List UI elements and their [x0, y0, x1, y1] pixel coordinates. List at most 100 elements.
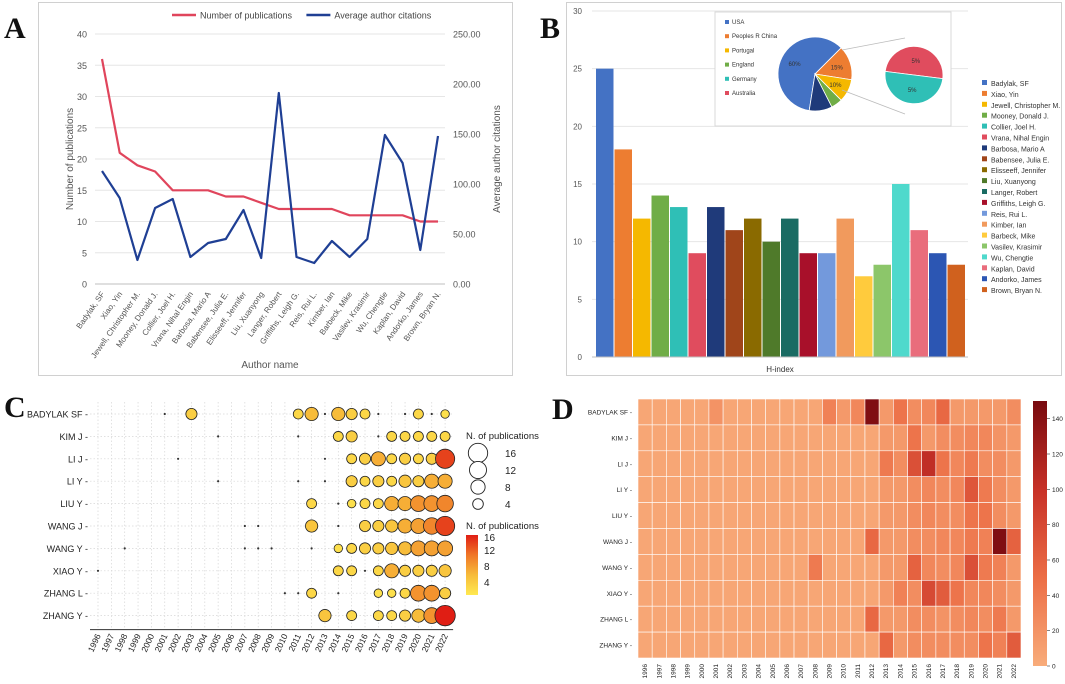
- heatmap-cell: [949, 424, 965, 452]
- col-label: 2004: [756, 664, 763, 679]
- pie-legend-label: Portugal: [732, 48, 754, 54]
- pie-legend-label: USA: [732, 20, 744, 26]
- heatmap-cell: [935, 502, 951, 529]
- bubble: [370, 451, 386, 467]
- bar-8: [725, 230, 743, 357]
- heatmap-cell: [666, 605, 681, 633]
- heatmap-cell: [807, 450, 823, 478]
- y2-axis-title: Average author citations: [492, 105, 503, 213]
- panel-label-a: A: [4, 12, 26, 45]
- y2-tick-label: 250.00: [453, 30, 481, 40]
- heatmap-cell: [736, 450, 752, 478]
- heatmap-cell: [751, 631, 766, 659]
- legend-swatch: [982, 167, 987, 173]
- heatmap-cell: [992, 605, 1008, 633]
- bubble: [440, 409, 450, 419]
- heatmap-cell: [666, 631, 681, 659]
- heatmap-cell: [708, 631, 724, 659]
- bubble: [257, 547, 260, 550]
- sub-pie-slice-1: [884, 45, 944, 80]
- row-label: ZHANG Y -: [599, 643, 632, 650]
- heatmap-cell: [637, 605, 653, 633]
- heatmap-cell: [736, 631, 752, 659]
- heatmap-cell: [736, 580, 752, 607]
- heatmap-cell: [878, 554, 894, 581]
- bubble: [377, 435, 380, 438]
- heatmap-cell: [807, 554, 823, 581]
- heatmap-cell: [637, 502, 653, 529]
- col-label: 2022: [1011, 664, 1018, 679]
- y-tick-label: 40: [77, 30, 87, 40]
- heatmap-cell: [978, 528, 993, 555]
- heatmap-cell: [694, 554, 710, 581]
- bubble: [425, 564, 438, 577]
- colorbar-label: 120: [1052, 452, 1063, 459]
- row-label: LI Y -: [67, 477, 88, 487]
- heatmap-cell: [807, 398, 823, 426]
- heatmap-cell: [666, 398, 681, 426]
- row-label: KIM J -: [611, 435, 632, 442]
- heatmap-cell: [1006, 424, 1022, 452]
- heatmap-cell: [694, 398, 710, 426]
- heatmap-cell: [751, 450, 766, 478]
- row-label: KIM J -: [60, 432, 89, 442]
- heatmap-cell: [1006, 398, 1022, 426]
- y-tick-label: 0: [82, 280, 87, 290]
- heatmap-cell: [878, 502, 894, 529]
- heatmap-cell: [651, 554, 667, 581]
- heatmap-cell: [893, 554, 908, 581]
- bar-10: [762, 241, 780, 357]
- colorbar-label: 80: [1052, 522, 1060, 529]
- heatmap-cell: [864, 580, 880, 607]
- bubble: [412, 564, 425, 577]
- bubble: [386, 453, 398, 465]
- bubble: [386, 475, 398, 487]
- bubble: [377, 412, 380, 416]
- heatmap-cell: [822, 528, 837, 555]
- bubble: [385, 519, 399, 533]
- y2-tick-label: 0.00: [453, 280, 471, 290]
- heatmap-cell: [722, 554, 738, 581]
- bubble: [310, 547, 313, 550]
- y-axis-title: Number of publications: [65, 108, 76, 210]
- heatmap-cell: [935, 528, 951, 555]
- heatmap-cell: [793, 631, 809, 659]
- heatmap-cell: [850, 450, 866, 478]
- bubble: [346, 498, 357, 509]
- bubble: [435, 448, 456, 469]
- y-tick-label: 20: [573, 122, 582, 131]
- heatmap-cell: [680, 502, 696, 529]
- heatmap-cell: [907, 424, 923, 452]
- bubble: [358, 452, 371, 465]
- col-label: 1998: [670, 664, 677, 679]
- heatmap-cell: [978, 450, 993, 478]
- bar-13: [818, 253, 836, 357]
- col-label: 2017: [940, 664, 947, 679]
- bubble: [359, 498, 371, 509]
- heatmap-cell: [765, 398, 781, 426]
- row-label: WANG J -: [603, 539, 632, 546]
- heatmap-cell: [992, 476, 1008, 503]
- legend-label: Andorko, James: [991, 277, 1042, 284]
- bubble: [292, 408, 304, 420]
- bubble: [297, 435, 300, 438]
- heatmap-cell: [836, 605, 852, 633]
- col-label: 2001: [713, 664, 720, 679]
- heatmap-cell: [765, 580, 781, 607]
- heatmap-cell: [907, 476, 923, 503]
- legend-swatch: [982, 189, 987, 194]
- heatmap-cell: [850, 424, 866, 452]
- heatmap-cell: [1006, 580, 1022, 607]
- legend-swatch: [982, 221, 987, 227]
- heatmap-cell: [1006, 502, 1022, 529]
- heatmap-cell: [708, 476, 724, 503]
- heatmap-cell: [921, 528, 937, 555]
- heatmap-cell: [694, 450, 710, 478]
- bar-17: [892, 184, 910, 357]
- bubble: [437, 473, 453, 489]
- bubble: [372, 475, 385, 488]
- bubble: [397, 496, 413, 512]
- legend-swatch: [982, 134, 987, 140]
- y-tick-label: 30: [77, 92, 87, 102]
- heatmap-cell: [949, 605, 965, 633]
